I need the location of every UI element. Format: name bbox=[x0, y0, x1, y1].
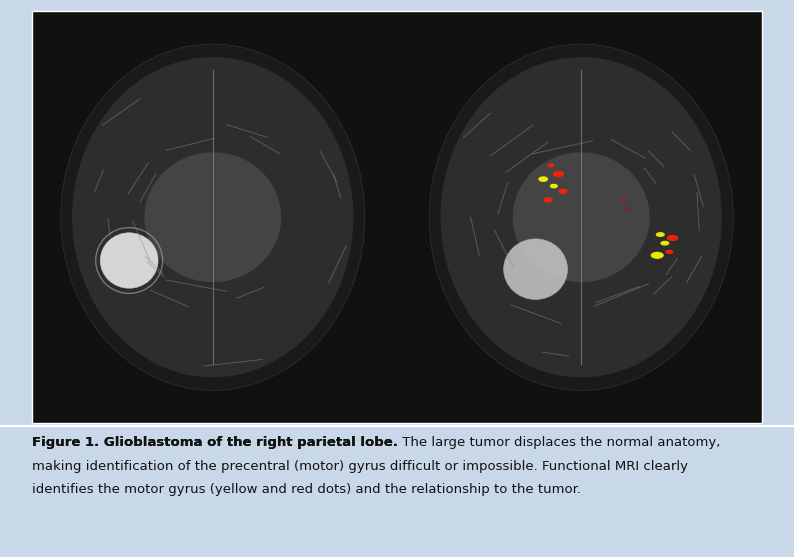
Ellipse shape bbox=[558, 188, 568, 194]
Text: Figure 1. Glioblastoma of the right parietal lobe.: Figure 1. Glioblastoma of the right pari… bbox=[32, 436, 398, 448]
Ellipse shape bbox=[665, 250, 673, 254]
Ellipse shape bbox=[661, 241, 669, 246]
Ellipse shape bbox=[650, 252, 664, 259]
Text: making identification of the precentral (motor) gyrus difficult or impossible. F: making identification of the precentral … bbox=[32, 460, 688, 472]
Ellipse shape bbox=[72, 57, 353, 377]
Ellipse shape bbox=[60, 44, 365, 390]
Ellipse shape bbox=[503, 239, 568, 300]
Ellipse shape bbox=[543, 197, 553, 203]
Text: Figure 1. Glioblastoma of the right parietal lobe.: Figure 1. Glioblastoma of the right pari… bbox=[0, 556, 1, 557]
Ellipse shape bbox=[624, 207, 629, 210]
Text: identifies the motor gyrus (yellow and red dots) and the relationship to the tum: identifies the motor gyrus (yellow and r… bbox=[32, 483, 580, 496]
Ellipse shape bbox=[100, 233, 158, 288]
Ellipse shape bbox=[622, 198, 626, 201]
Text: The large tumor displaces the normal anatomy,: The large tumor displaces the normal ana… bbox=[398, 436, 720, 448]
Ellipse shape bbox=[549, 184, 558, 188]
Text: Figure 1. Glioblastoma of the right parietal lobe.: Figure 1. Glioblastoma of the right pari… bbox=[32, 436, 398, 448]
Ellipse shape bbox=[429, 44, 734, 390]
Ellipse shape bbox=[547, 163, 554, 167]
Ellipse shape bbox=[145, 152, 281, 282]
Ellipse shape bbox=[656, 232, 665, 237]
Ellipse shape bbox=[538, 177, 548, 182]
Ellipse shape bbox=[667, 235, 678, 241]
Ellipse shape bbox=[553, 170, 564, 177]
Bar bbox=[32, 11, 762, 423]
Ellipse shape bbox=[513, 152, 649, 282]
Ellipse shape bbox=[441, 57, 722, 377]
